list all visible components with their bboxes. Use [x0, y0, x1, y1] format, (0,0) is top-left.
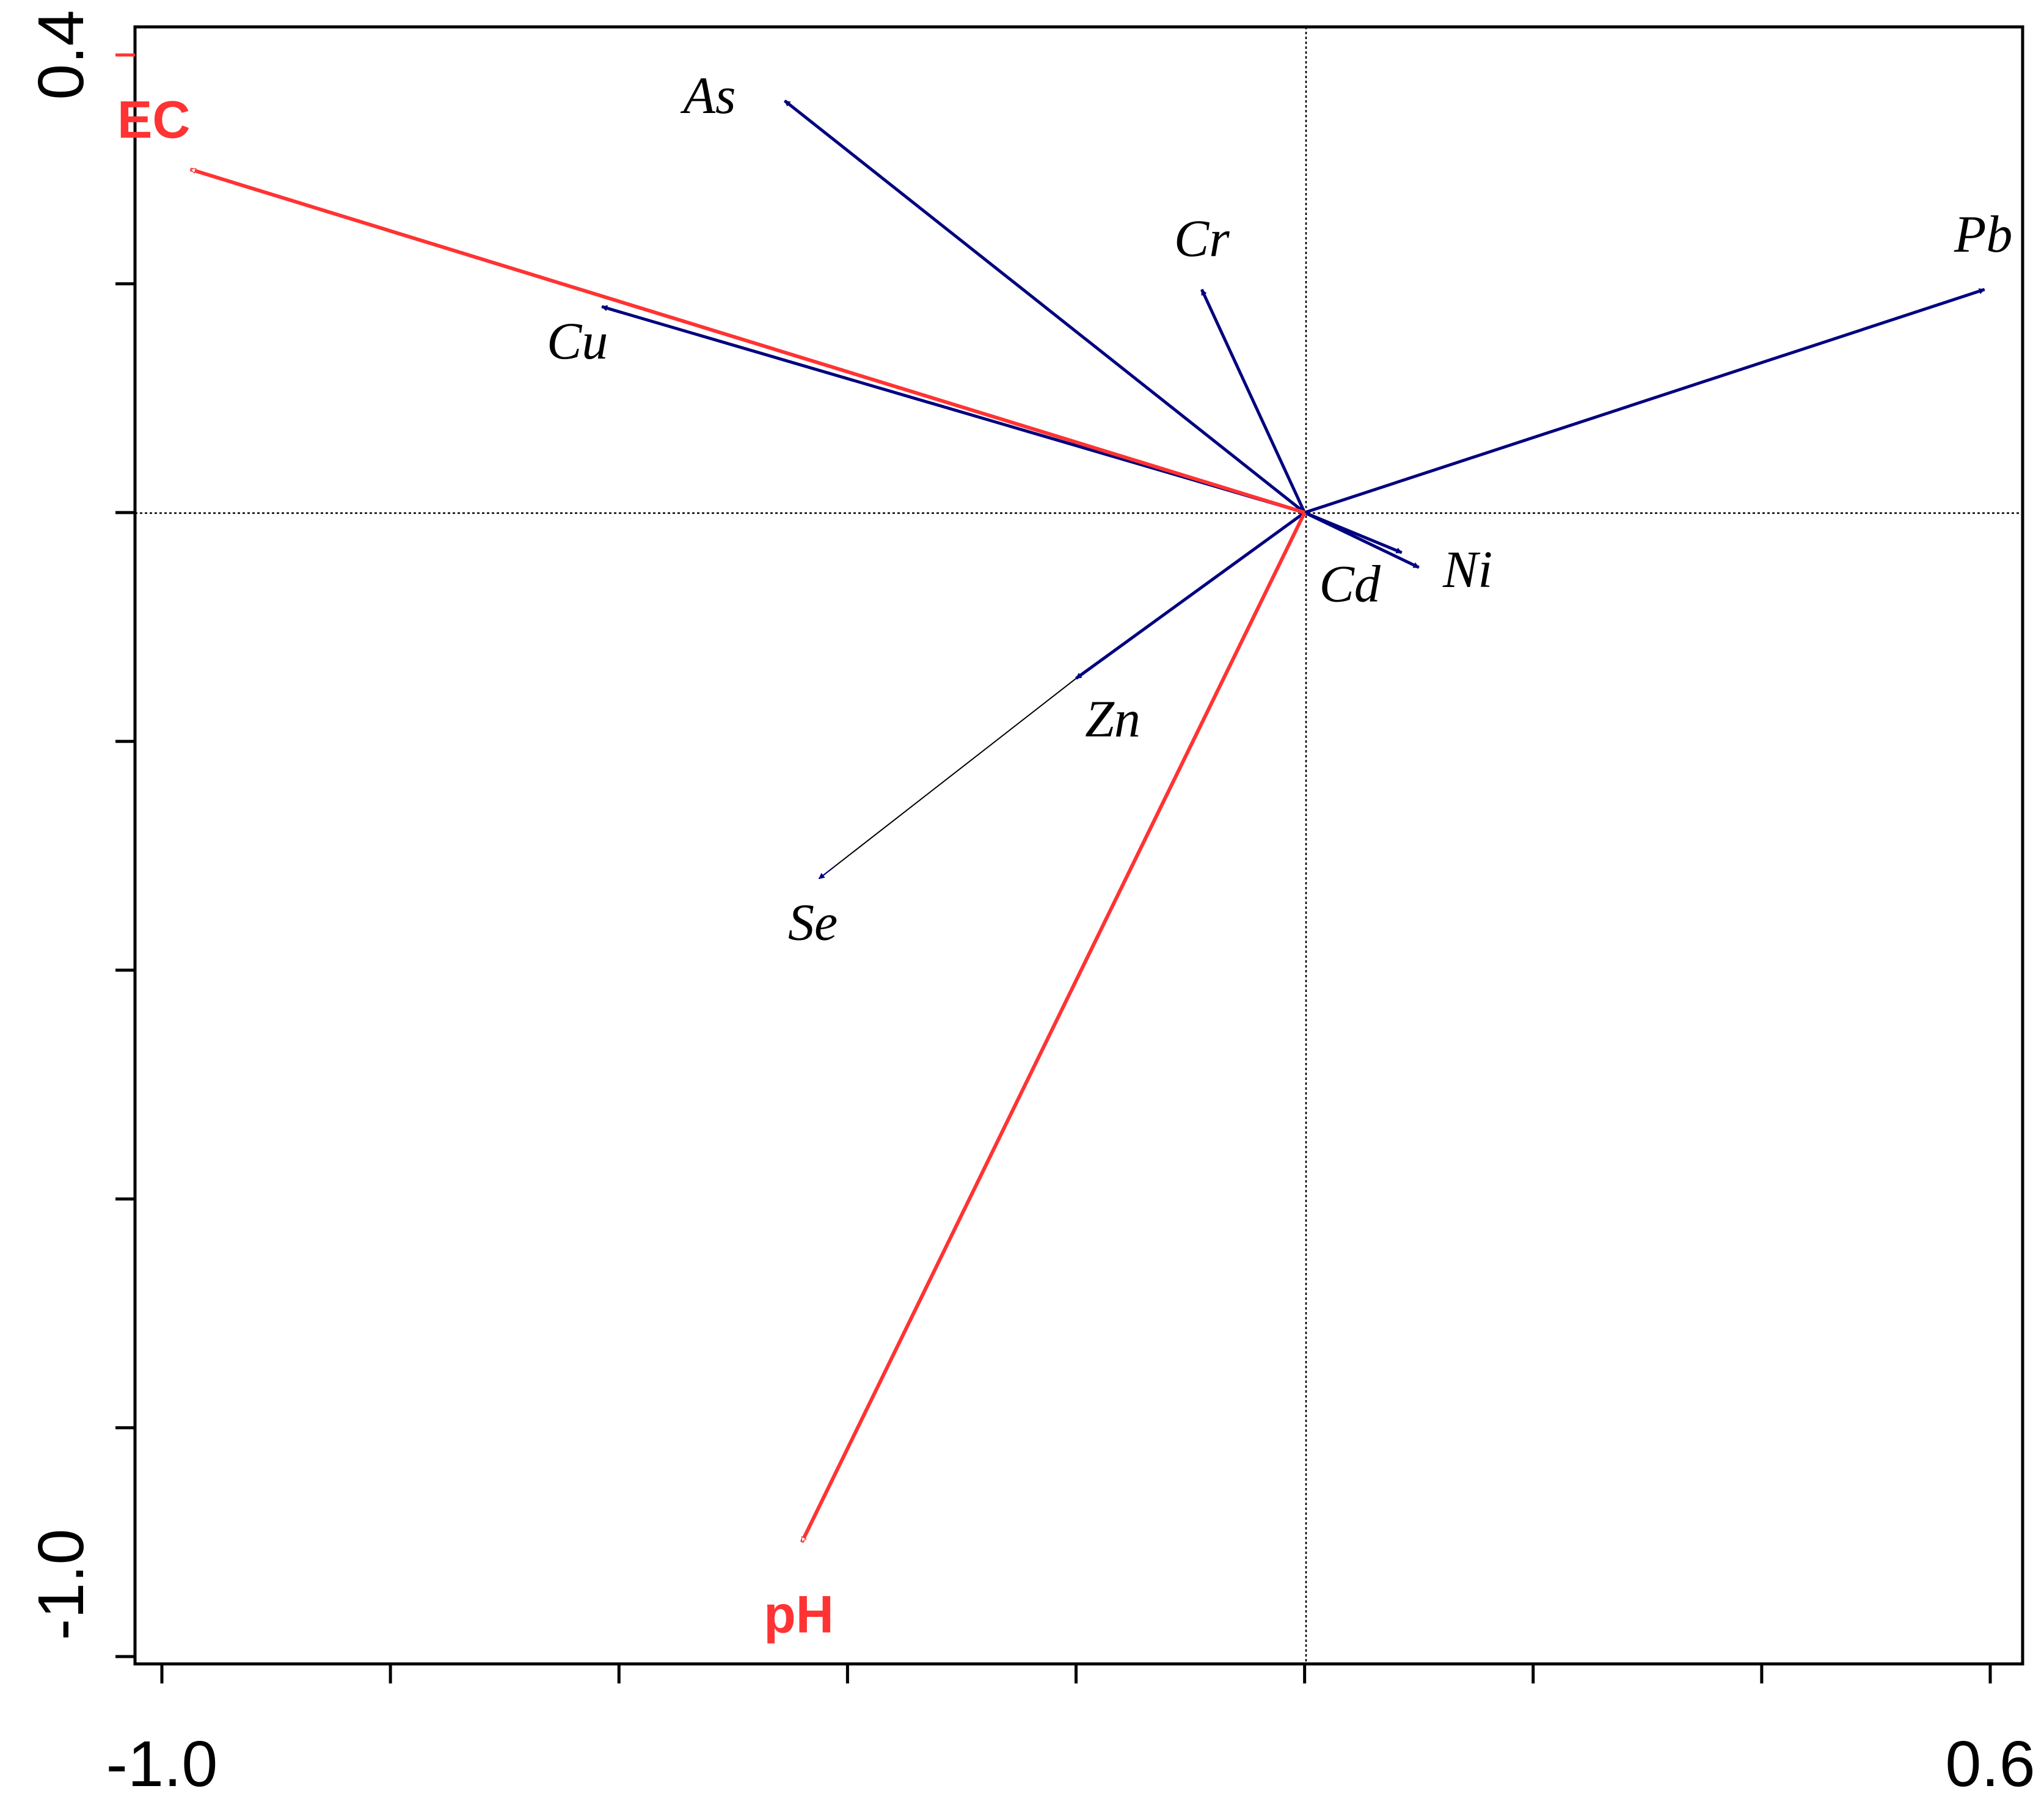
y-axis-ticks [115, 53, 135, 1658]
species-label-se: Se [788, 892, 838, 951]
env-arrow-ec [191, 167, 1305, 515]
species-arrow-se [818, 867, 834, 880]
species-label-cr: Cr [1174, 209, 1230, 268]
y-tick-label-max: 0.4 [25, 10, 97, 100]
species-label-as: As [680, 66, 735, 125]
line-se-to-zn [818, 677, 1077, 880]
x-tick-label-max: 0.6 [1945, 1728, 2035, 1800]
species-arrow-zn [1075, 511, 1306, 680]
species-arrows: As Cu Cr Pb Ni Cd Zn Se [547, 66, 2012, 952]
y-tick-label-min: -1.0 [25, 1529, 97, 1641]
x-tick-label-min: -1.0 [106, 1728, 218, 1800]
species-label-cd: Cd [1319, 555, 1381, 613]
species-arrow-as [783, 99, 1306, 514]
species-label-ni: Ni [1442, 540, 1492, 599]
species-label-pb: Pb [1954, 205, 2013, 263]
x-axis-ticks [160, 1664, 1992, 1683]
env-label-ph: pH [764, 1586, 834, 1644]
environment-arrows: EC pH [117, 90, 1307, 1644]
plot-frame [133, 25, 2024, 1666]
species-arrow-cd [1304, 511, 1403, 555]
species-arrow-pb [1304, 288, 1985, 514]
species-label-cu: Cu [547, 312, 608, 370]
species-label-zn: Zn [1085, 690, 1141, 748]
species-arrow-cr [1200, 288, 1306, 514]
env-arrow-ph [800, 511, 1307, 1544]
env-label-ec: EC [117, 90, 190, 149]
